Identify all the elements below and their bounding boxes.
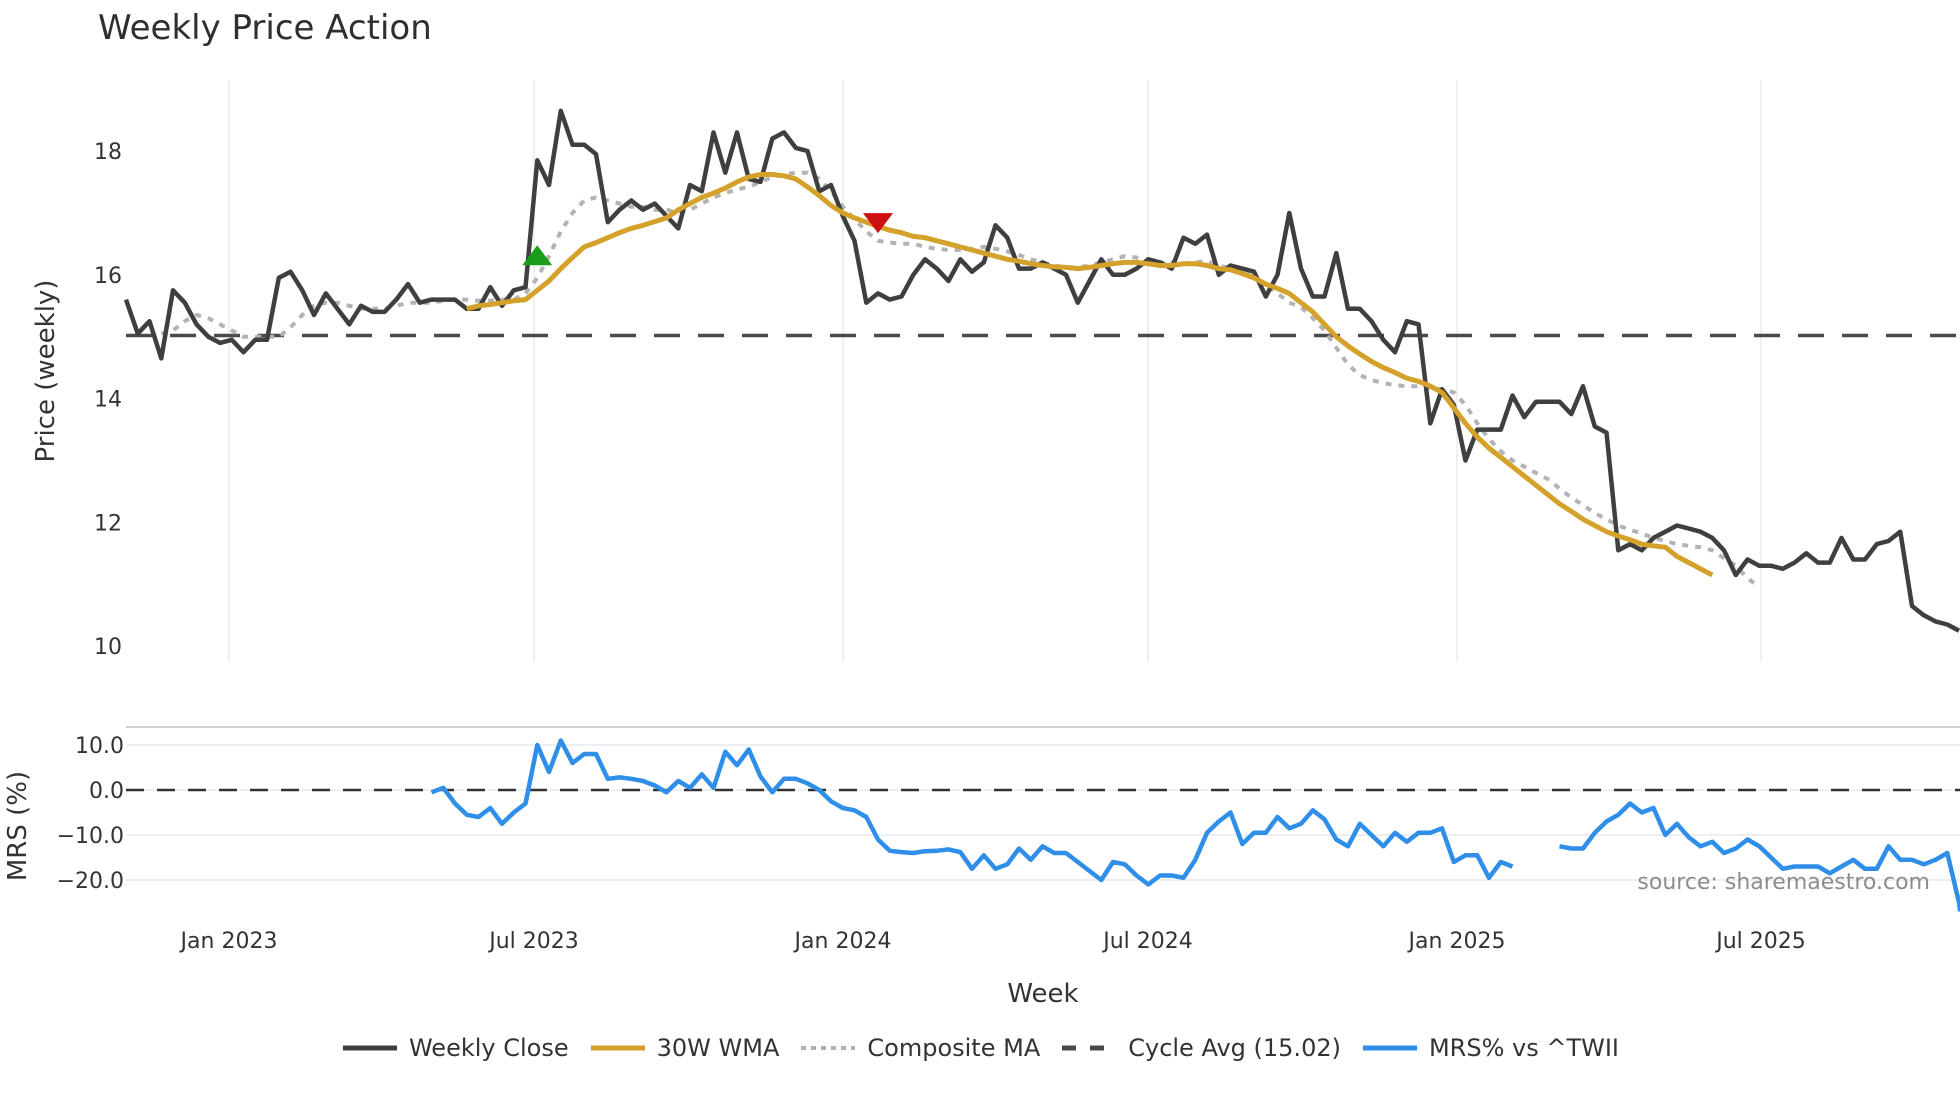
legend: Weekly Close 30W WMA Composite MA Cycle Avg… — [0, 1034, 1960, 1062]
y-axis-title: Price (weekly) — [31, 280, 61, 463]
buy-signal-triangle-up-icon — [522, 245, 553, 266]
legend-swatch-icon — [801, 1046, 856, 1050]
y-tick-label: 14 — [94, 388, 122, 413]
legend-swatch-icon — [342, 1045, 397, 1051]
y-tick-label: 10 — [94, 635, 122, 660]
y-tick-label: 18 — [94, 140, 122, 165]
x-tick-label: Jul 2024 — [1101, 929, 1193, 954]
x-tick-label: Jan 2025 — [1407, 929, 1506, 954]
legend-swatch-icon — [1062, 1045, 1117, 1051]
mrs-line — [430, 738, 1514, 887]
y-tick-label: 12 — [94, 511, 122, 536]
legend-item[interactable]: MRS% vs ^TWII — [1361, 1034, 1619, 1062]
mrs-tick-label: 0.0 — [89, 779, 124, 804]
mrs-axis-title: MRS (%) — [3, 771, 33, 881]
legend-swatch-icon — [1362, 1045, 1417, 1051]
wma-30w-line — [466, 172, 1714, 578]
composite-ma-line — [160, 170, 1761, 589]
legend-item[interactable]: 30W WMA — [589, 1034, 780, 1062]
legend-item[interactable]: Weekly Close — [341, 1034, 569, 1062]
weekly-close-line — [123, 108, 1960, 633]
chart-title: Weekly Price Action — [98, 8, 432, 48]
y-tick-label: 16 — [94, 264, 122, 289]
x-tick-label: Jan 2023 — [179, 929, 278, 954]
legend-label: 30W WMA — [656, 1034, 780, 1062]
x-axis-title: Week — [1007, 979, 1078, 1009]
mrs-tick-label: −20.0 — [57, 869, 124, 894]
x-tick-label: Jul 2025 — [1714, 929, 1806, 954]
x-tick-label: Jan 2024 — [793, 929, 892, 954]
mrs-tick-label: −10.0 — [57, 824, 124, 849]
source-watermark: source: sharemaestro.com — [1637, 870, 1930, 895]
mrs-tick-label: 10.0 — [75, 734, 124, 759]
mrs-line — [1559, 801, 1960, 913]
x-tick-label: Jul 2023 — [487, 929, 579, 954]
legend-swatch-icon — [590, 1045, 645, 1051]
legend-item[interactable]: Composite MA — [799, 1034, 1040, 1062]
legend-label: Composite MA — [867, 1034, 1041, 1062]
legend-label: Cycle Avg (15.02) — [1128, 1034, 1341, 1062]
legend-item[interactable]: Cycle Avg (15.02) — [1060, 1034, 1341, 1062]
legend-label: MRS% vs ^TWII — [1428, 1034, 1620, 1062]
legend-label: Weekly Close — [408, 1034, 569, 1062]
sell-signal-triangle-down-icon — [863, 213, 893, 234]
